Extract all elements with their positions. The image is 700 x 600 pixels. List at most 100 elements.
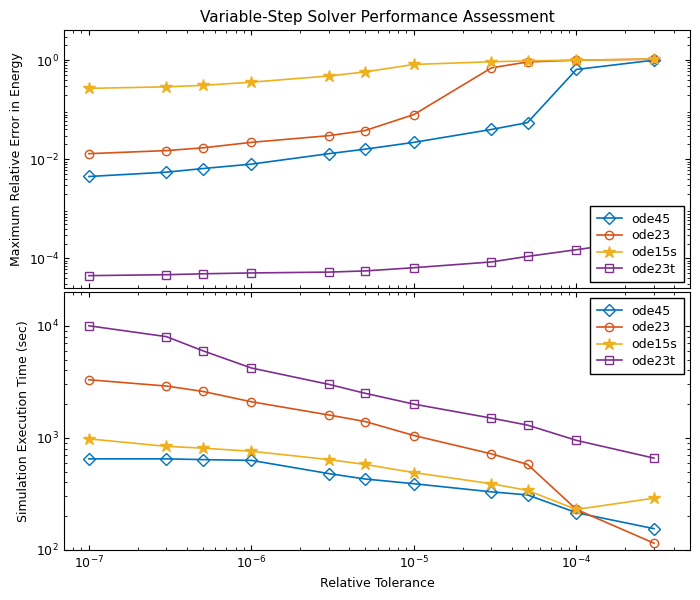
ode23t <box>247 269 256 277</box>
ode15s <box>524 57 532 64</box>
ode15s <box>650 56 658 63</box>
Line: ode23: ode23 <box>85 376 658 547</box>
ode45 <box>410 480 418 487</box>
ode23t <box>410 401 418 408</box>
ode15s <box>650 494 658 502</box>
ode23t <box>85 272 93 279</box>
ode45 <box>650 525 658 532</box>
Line: ode15s: ode15s <box>83 53 660 95</box>
ode45 <box>524 491 532 499</box>
ode15s <box>410 61 418 68</box>
Line: ode23t: ode23t <box>85 322 658 462</box>
ode23 <box>198 388 206 395</box>
ode23t <box>524 253 532 260</box>
ode23 <box>247 398 256 406</box>
ode15s <box>325 456 333 463</box>
Line: ode15s: ode15s <box>83 433 660 515</box>
ode45 <box>360 146 369 153</box>
ode15s <box>247 448 256 455</box>
ode45 <box>572 509 580 517</box>
ode15s <box>572 56 580 64</box>
ode15s <box>360 461 369 468</box>
ode23 <box>247 139 256 146</box>
ode23 <box>85 150 93 157</box>
ode23 <box>572 506 580 513</box>
ode15s <box>198 82 206 89</box>
ode23 <box>487 450 496 457</box>
ode23t <box>325 381 333 388</box>
ode15s <box>85 435 93 442</box>
Legend: ode45, ode23, ode15s, ode23t: ode45, ode23, ode15s, ode23t <box>591 206 684 282</box>
ode15s <box>162 83 171 91</box>
Line: ode23: ode23 <box>85 55 658 158</box>
ode23t <box>360 389 369 397</box>
ode23t <box>524 422 532 429</box>
ode23 <box>360 127 369 134</box>
ode23t <box>360 268 369 275</box>
ode23 <box>162 147 171 154</box>
Legend: ode45, ode23, ode15s, ode23t: ode45, ode23, ode15s, ode23t <box>591 298 684 374</box>
ode15s <box>487 58 496 65</box>
ode23 <box>85 376 93 383</box>
ode23 <box>650 539 658 547</box>
ode23t <box>410 264 418 271</box>
ode45 <box>325 150 333 157</box>
ode15s <box>247 79 256 86</box>
ode45 <box>410 139 418 146</box>
ode15s <box>85 85 93 92</box>
ode45 <box>650 56 658 64</box>
Title: Variable-Step Solver Performance Assessment: Variable-Step Solver Performance Assessm… <box>199 10 554 25</box>
ode23 <box>524 58 532 65</box>
ode23t <box>572 437 580 444</box>
ode15s <box>360 68 369 76</box>
ode45 <box>325 470 333 477</box>
ode23 <box>650 56 658 63</box>
ode45 <box>247 457 256 464</box>
ode45 <box>198 456 206 463</box>
ode23 <box>198 144 206 151</box>
ode23t <box>198 270 206 277</box>
ode23 <box>410 111 418 118</box>
ode23 <box>162 382 171 389</box>
ode23 <box>410 432 418 439</box>
ode15s <box>410 469 418 476</box>
Y-axis label: Maximum Relative Error in Energy: Maximum Relative Error in Energy <box>10 52 23 266</box>
ode45 <box>572 66 580 73</box>
ode15s <box>572 506 580 513</box>
ode23 <box>572 56 580 64</box>
Line: ode23t: ode23t <box>85 235 658 280</box>
ode23t <box>487 259 496 266</box>
ode45 <box>162 455 171 463</box>
ode23 <box>325 132 333 139</box>
ode45 <box>487 488 496 496</box>
ode15s <box>162 443 171 450</box>
ode45 <box>360 475 369 482</box>
ode23t <box>487 415 496 422</box>
ode23t <box>85 322 93 329</box>
ode23t <box>162 333 171 340</box>
ode45 <box>524 119 532 126</box>
X-axis label: Relative Tolerance: Relative Tolerance <box>319 577 434 590</box>
ode23 <box>524 461 532 468</box>
ode45 <box>247 161 256 168</box>
ode23t <box>650 235 658 242</box>
ode15s <box>325 73 333 80</box>
ode23t <box>650 455 658 462</box>
ode23 <box>360 418 369 425</box>
ode23t <box>325 269 333 276</box>
ode23t <box>198 347 206 354</box>
ode23t <box>162 271 171 278</box>
ode23 <box>325 412 333 419</box>
ode45 <box>85 455 93 463</box>
ode15s <box>198 445 206 452</box>
ode15s <box>487 480 496 487</box>
ode23t <box>572 246 580 253</box>
ode45 <box>162 169 171 176</box>
ode45 <box>487 126 496 133</box>
Y-axis label: Simulation Execution Time (sec): Simulation Execution Time (sec) <box>18 320 30 522</box>
ode15s <box>524 487 532 494</box>
Line: ode45: ode45 <box>85 455 658 533</box>
Line: ode45: ode45 <box>85 56 658 181</box>
ode45 <box>85 173 93 180</box>
ode23 <box>487 64 496 71</box>
